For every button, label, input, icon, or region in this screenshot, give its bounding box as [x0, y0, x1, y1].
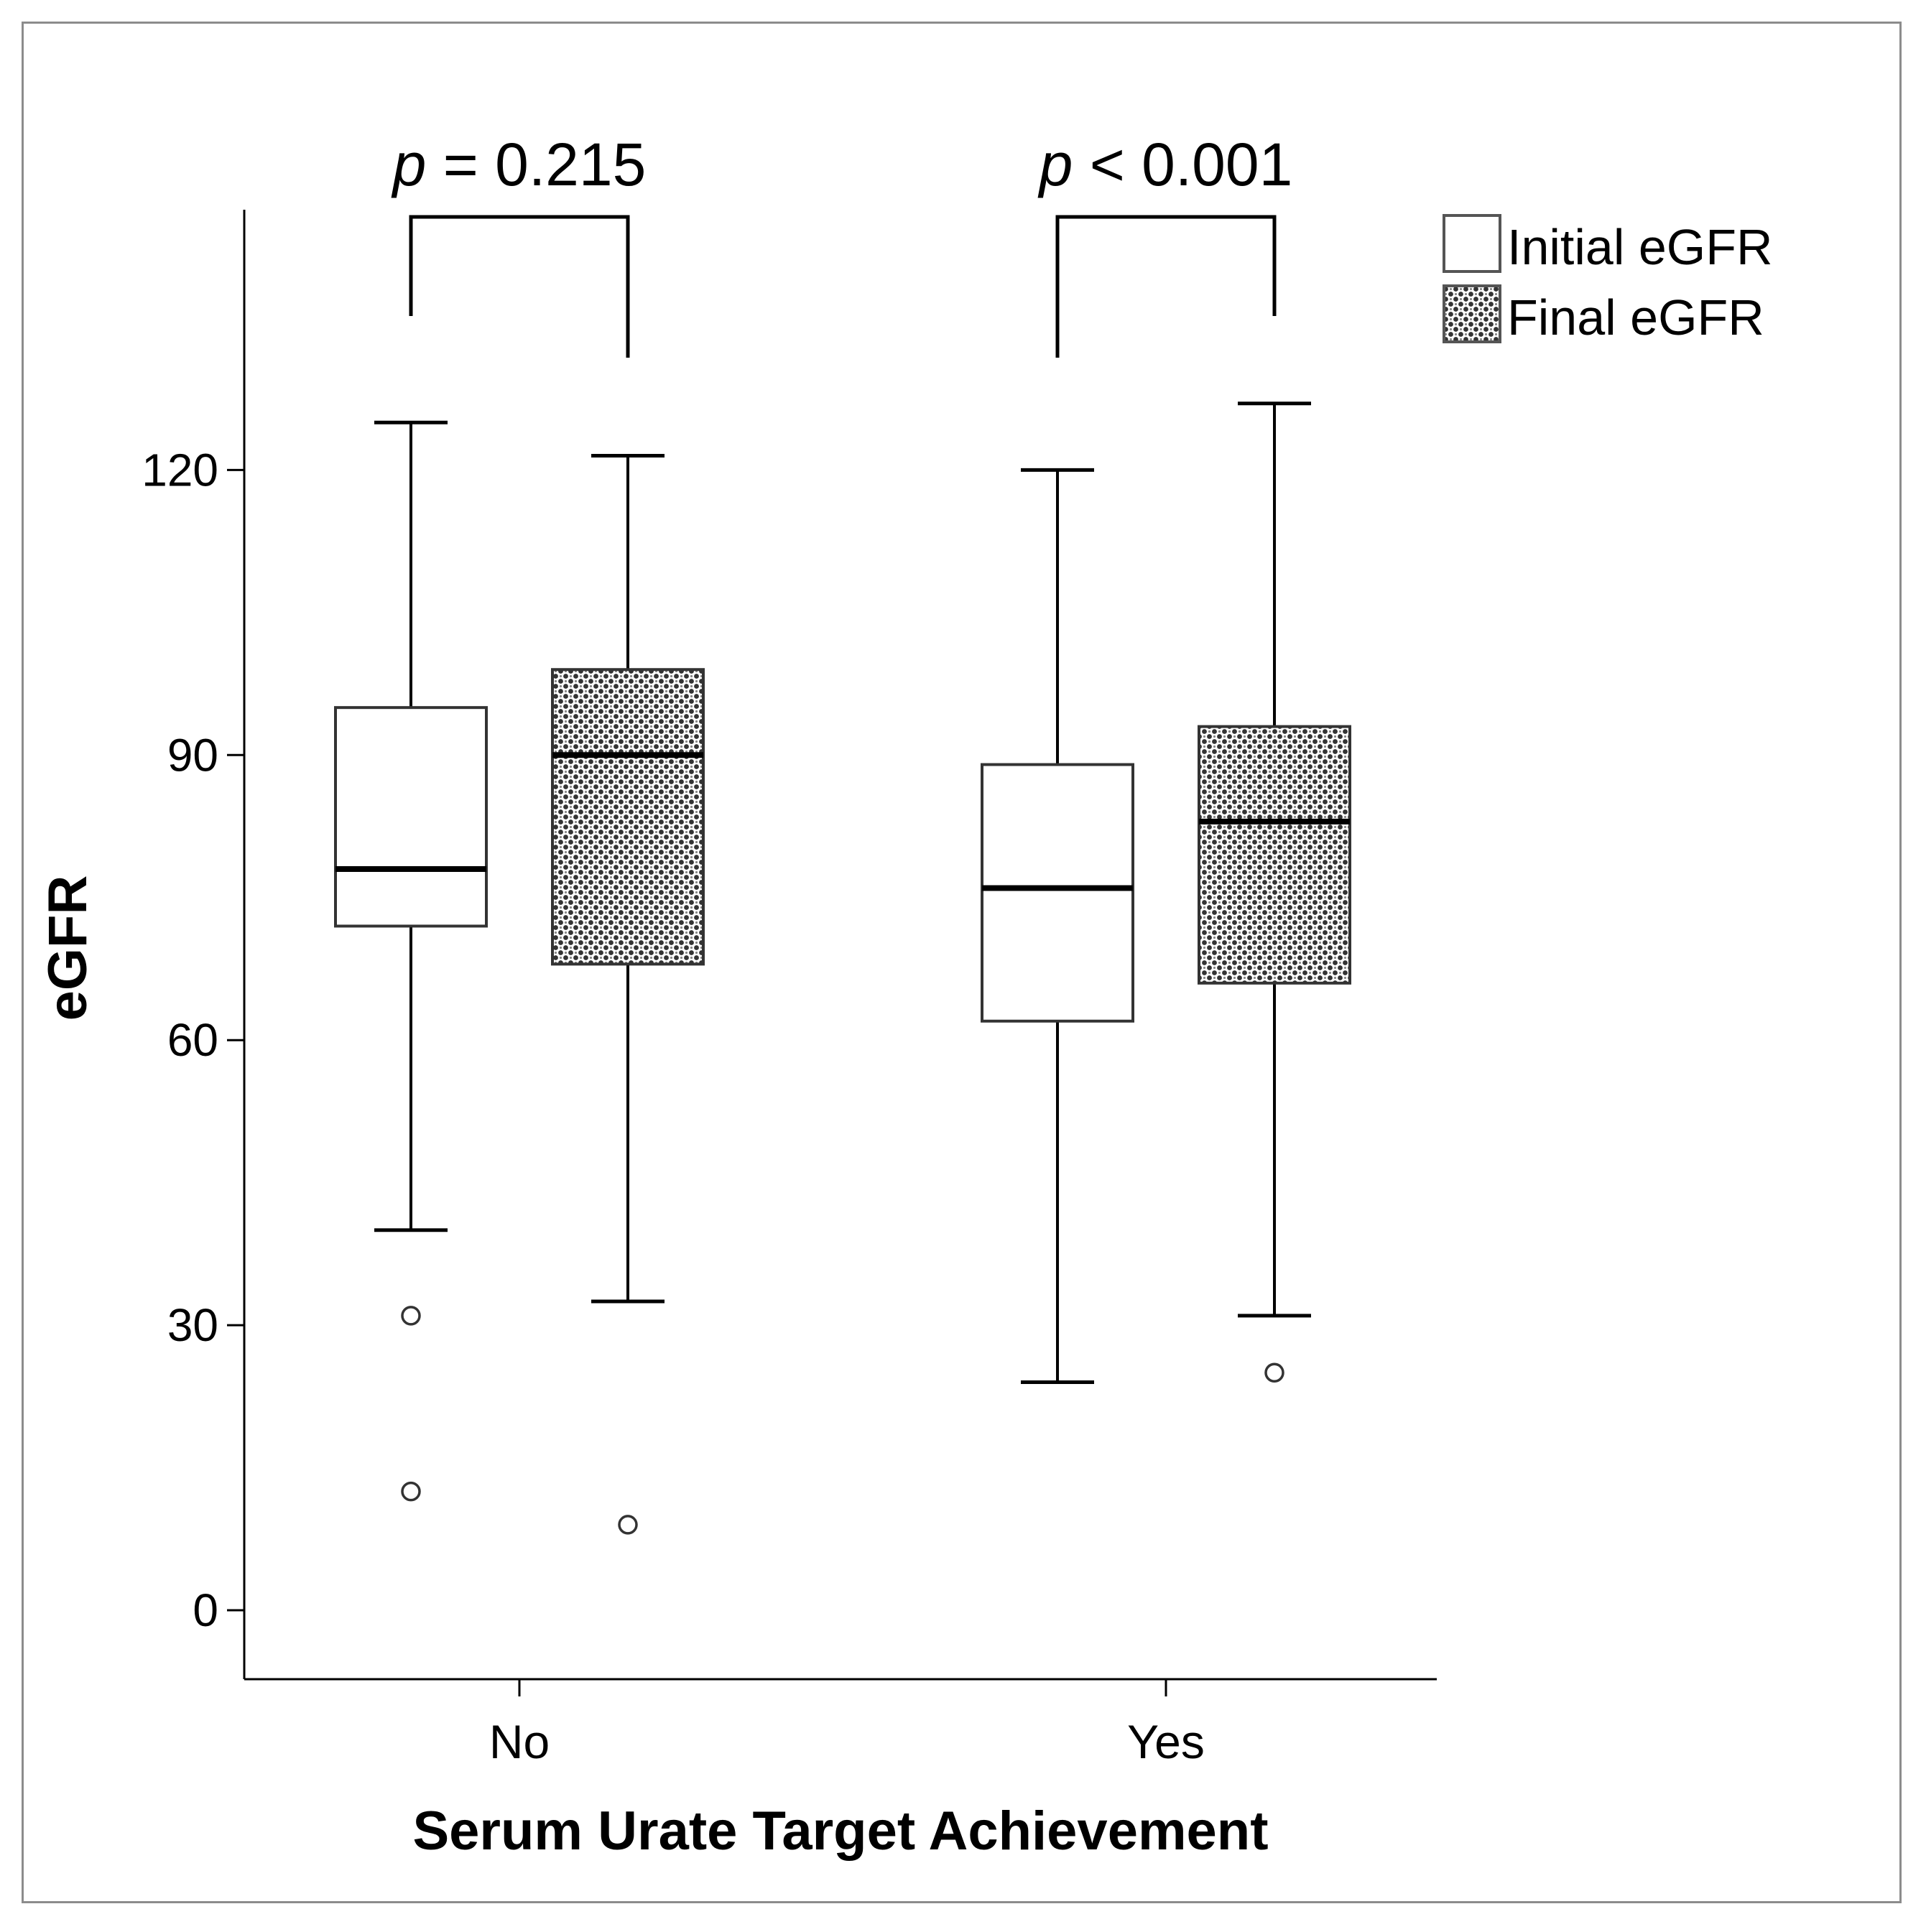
- p-symbol: p: [391, 131, 427, 198]
- box-yes-initial: [981, 468, 1134, 1384]
- bracket-yes: p < 0.001: [1037, 131, 1293, 358]
- bracket-no: p = 0.215: [391, 131, 647, 358]
- x-axis-ticks: No Yes: [489, 1679, 1205, 1768]
- p-value-text: = 0.215: [426, 131, 646, 198]
- x-axis-title: Serum Urate Target Achievement: [412, 1801, 1268, 1862]
- outlier-point: [401, 1481, 421, 1502]
- significance-brackets: p = 0.215 p < 0.001: [391, 131, 1293, 358]
- p-value-label: p = 0.215: [391, 131, 647, 198]
- bracket-line: [409, 215, 630, 358]
- p-value-label: p < 0.001: [1037, 131, 1293, 198]
- outlier-point: [401, 1306, 421, 1326]
- x-tick-label: No: [489, 1715, 550, 1768]
- iqr-box: [1198, 725, 1351, 985]
- y-axis-ticks: 0 30 60 90 120: [142, 444, 244, 1636]
- iqr-box: [981, 763, 1134, 1023]
- iqr-box: [334, 706, 488, 928]
- legend-swatch-final: [1443, 284, 1501, 343]
- bracket-line: [1055, 215, 1277, 358]
- y-tick-label: 0: [193, 1584, 218, 1636]
- y-axis-title: eGFR: [37, 876, 98, 1021]
- iqr-box: [551, 668, 705, 966]
- y-tick-label: 120: [142, 444, 218, 496]
- box-yes-final: [1198, 401, 1351, 1383]
- outlier-point: [618, 1515, 638, 1535]
- y-tick-label: 60: [167, 1014, 218, 1066]
- legend-label-final: Final eGFR: [1507, 289, 1764, 345]
- legend-swatch-initial: [1443, 214, 1501, 273]
- box-no-initial: [334, 420, 488, 1502]
- figure-frame: [22, 22, 1902, 1903]
- box-series: [334, 401, 1351, 1535]
- x-tick-label: Yes: [1127, 1715, 1205, 1768]
- p-symbol: p: [1037, 131, 1073, 198]
- legend-label-initial: Initial eGFR: [1507, 219, 1773, 275]
- y-tick-label: 90: [167, 729, 218, 781]
- box-no-final: [551, 454, 705, 1535]
- legend: Initial eGFR Final eGFR: [1443, 214, 1773, 345]
- p-value-text: < 0.001: [1073, 131, 1292, 198]
- y-tick-label: 30: [167, 1299, 218, 1351]
- outlier-point: [1264, 1362, 1284, 1383]
